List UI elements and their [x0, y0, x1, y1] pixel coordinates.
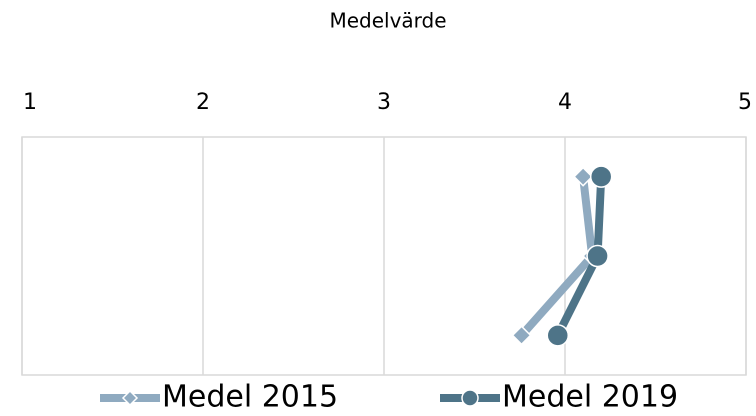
data-point	[589, 165, 613, 188]
legend-marker	[121, 389, 139, 407]
data-point	[586, 244, 609, 268]
x-tick-label: 1	[23, 90, 37, 115]
x-tick-label: 3	[377, 90, 391, 115]
data-point	[573, 166, 594, 187]
legend-label: Medel 2015	[162, 380, 338, 415]
legend-marker	[461, 389, 479, 407]
x-tick-label: 5	[738, 90, 752, 115]
data-point	[546, 324, 570, 347]
data-point	[511, 325, 532, 346]
x-tick-label: 2	[196, 90, 210, 115]
legend-label: Medel 2019	[502, 380, 678, 415]
series-line	[518, 176, 597, 338]
x-tick-label: 4	[558, 90, 572, 115]
chart-title: Medelvärde	[329, 9, 446, 33]
